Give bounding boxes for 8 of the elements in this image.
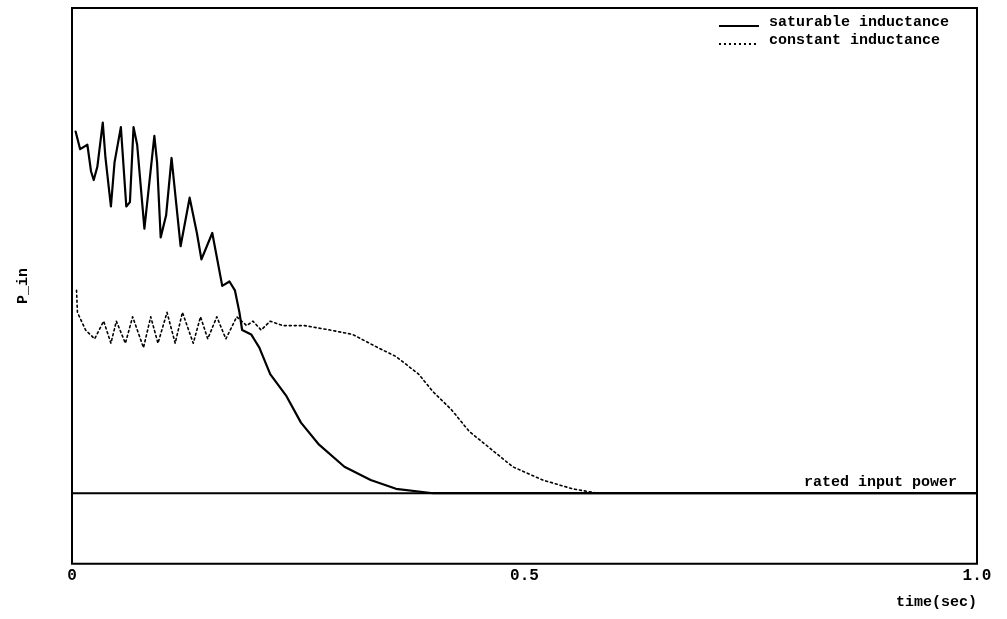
x-tick-label: 0 — [67, 567, 77, 586]
ref-line-label: rated input power — [803, 473, 957, 491]
x-tick-label: 0.5 — [510, 567, 539, 586]
x-tick-label: 1.0 — [962, 567, 992, 586]
y-axis-title: P_in — [14, 267, 32, 304]
legend-label: constant inductance — [768, 31, 940, 49]
legend-label: saturable inductance — [768, 13, 949, 31]
x-axis-title: time(sec) — [895, 593, 977, 611]
